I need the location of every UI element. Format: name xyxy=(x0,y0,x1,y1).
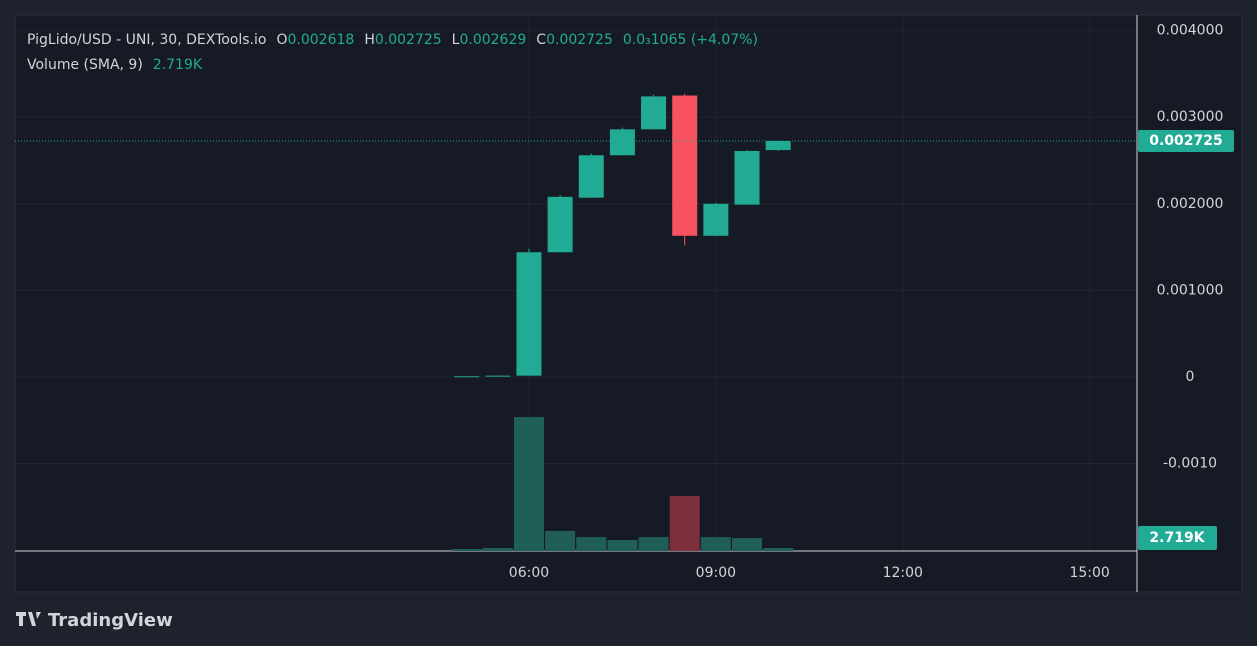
candle-body xyxy=(578,155,604,198)
candle-body xyxy=(734,150,760,205)
candle-body xyxy=(485,375,511,377)
volume-sma: 2.719K xyxy=(152,57,203,73)
volume-bar xyxy=(638,537,669,551)
logo xyxy=(16,612,41,626)
candle-body xyxy=(703,203,729,236)
ohlc-label: C xyxy=(536,32,547,48)
candle-body xyxy=(641,96,667,130)
volume-bar xyxy=(763,547,794,551)
y-tick-label: 0 xyxy=(1186,369,1195,385)
last-price-label: 0.002725 xyxy=(1149,133,1223,149)
volume-title: Volume (SMA, 9) xyxy=(27,57,143,73)
candle-body xyxy=(672,95,698,236)
ohlc-value: 0.002618 xyxy=(287,32,355,48)
ohlc-label: O xyxy=(276,32,288,48)
volume-bar xyxy=(732,538,763,551)
last-price-box xyxy=(1138,129,1234,152)
volume-bar xyxy=(576,537,607,551)
brand: TradingView xyxy=(48,610,173,631)
candle-body xyxy=(609,129,635,156)
volume-bar xyxy=(451,548,482,551)
candle-body xyxy=(547,196,573,253)
y-tick-label: -0.0010 xyxy=(1163,456,1217,472)
x-tick-label: 06:00 xyxy=(509,565,549,581)
change: 0.0₃1065 (+4.07%) xyxy=(622,32,758,48)
ohlc-label: H xyxy=(364,32,375,48)
x-tick-label: 12:00 xyxy=(883,565,923,581)
ohlc-value: 0.002725 xyxy=(546,32,613,48)
volume-bar xyxy=(700,537,731,551)
ohlc-label: L xyxy=(451,32,460,48)
x-tick-label: 15:00 xyxy=(1069,565,1109,581)
volume-sma-box xyxy=(1138,525,1217,550)
y-tick-label: 0.004000 xyxy=(1157,23,1224,39)
volume-bar xyxy=(545,530,576,551)
volume-bar xyxy=(513,417,544,551)
volume-bar xyxy=(607,539,638,551)
y-tick-label: 0.003000 xyxy=(1157,109,1224,125)
candle-body xyxy=(516,252,542,376)
volume-bar xyxy=(669,495,700,551)
y-tick-label: 0.002000 xyxy=(1157,196,1224,212)
candle-body xyxy=(765,140,791,151)
ohlc-value: 0.002629 xyxy=(459,32,527,48)
ohlc-value: 0.002725 xyxy=(374,32,442,48)
candle-body xyxy=(454,376,480,378)
price-legend: PigLido/USD - UNI, 30, DEXTools.io O0.002… xyxy=(27,28,758,53)
title: PigLido/USD - UNI, 30, DEXTools.io xyxy=(27,32,267,48)
x-tick-label: 09:00 xyxy=(696,565,736,581)
legend-header: PigLido/USD - UNI, 30, DEXTools.io O0.002… xyxy=(27,28,758,78)
volume-bar xyxy=(482,547,513,551)
volume-legend: Volume (SMA, 9) 2.719K xyxy=(27,53,758,78)
chart-panel xyxy=(14,14,1243,593)
y-tick-label: 0.001000 xyxy=(1157,282,1224,298)
volume-sma-label: 2.719K xyxy=(1149,530,1205,546)
